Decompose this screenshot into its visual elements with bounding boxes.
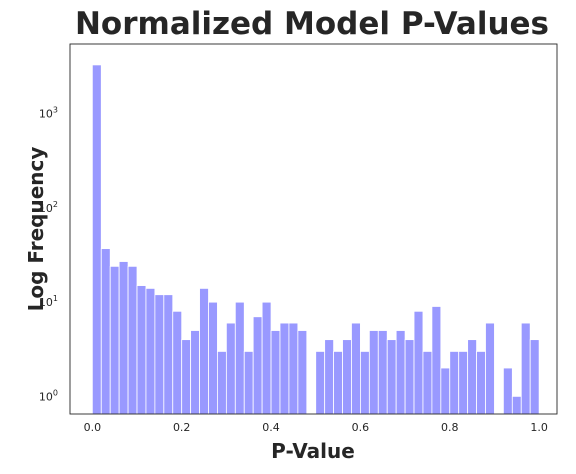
histogram-bar	[422, 351, 433, 415]
histogram-bar	[511, 395, 522, 415]
x-tick-label: 0.8	[441, 421, 459, 434]
chart-title: Normalized Model P-Values	[75, 6, 549, 42]
histogram-bar	[395, 330, 406, 415]
histogram-bar	[485, 322, 495, 415]
histogram-bar	[127, 265, 138, 415]
histogram-bar	[467, 339, 477, 415]
histogram-bar	[377, 330, 388, 415]
histogram-bar	[252, 316, 263, 415]
y-tick-label: 101	[39, 294, 58, 309]
histogram-bar	[100, 248, 111, 415]
histogram-bar	[109, 265, 120, 415]
histogram-bar	[315, 351, 326, 415]
histogram-bar	[243, 351, 254, 415]
histogram-bar	[324, 339, 335, 415]
histogram-bar	[225, 322, 236, 415]
histogram-bar	[136, 285, 147, 415]
histogram-bar	[404, 339, 415, 415]
histogram-bar	[270, 330, 281, 415]
histogram-bar	[342, 339, 352, 415]
histogram-bar	[297, 330, 308, 415]
histogram-bar	[208, 301, 218, 415]
histogram-bar	[261, 301, 272, 415]
y-tick-label: 102	[39, 200, 58, 215]
histogram-bar	[351, 322, 361, 415]
histogram-bar	[413, 310, 424, 415]
histogram-bar	[529, 339, 540, 415]
histogram-bar	[279, 322, 290, 415]
histogram-bar	[449, 351, 460, 415]
histogram-bar	[234, 301, 245, 415]
histogram-bar	[181, 339, 192, 415]
histogram-bar	[217, 351, 227, 415]
histogram-bar	[431, 306, 442, 415]
x-tick-label: 0.6	[352, 421, 370, 434]
x-tick-label: 1.0	[530, 421, 548, 434]
histogram-bar	[118, 261, 129, 415]
histogram-bar	[458, 351, 469, 415]
x-tick-label: 0.2	[173, 421, 191, 434]
histogram-bar	[172, 310, 183, 415]
histogram-bar	[520, 322, 531, 415]
histogram-bar	[288, 322, 299, 415]
histogram-bar	[145, 287, 156, 415]
x-tick-label: 0.0	[84, 421, 102, 434]
histogram-bar	[476, 351, 486, 415]
x-axis-label: P-Value	[271, 439, 355, 463]
histogram-bar	[502, 367, 513, 415]
histogram-bar	[360, 351, 370, 415]
y-axis-label: Log Frequency	[24, 147, 48, 312]
y-tick-label: 103	[39, 106, 58, 121]
histogram-bar	[91, 64, 102, 415]
x-tick-label: 0.4	[262, 421, 280, 434]
histogram-bar	[163, 294, 174, 415]
histogram-bar	[440, 367, 451, 415]
plot-area-frame	[69, 43, 558, 415]
y-tick-label: 100	[39, 388, 58, 403]
x-axis: 0.0 0.2 0.4 0.6 0.8 1.0	[84, 421, 548, 434]
histogram-bar	[190, 330, 200, 415]
y-axis: 100 101 102 103	[39, 106, 58, 404]
bars-layer	[91, 64, 540, 415]
histogram-bar	[199, 287, 209, 415]
histogram-bar	[386, 339, 397, 415]
histogram-bar	[333, 351, 343, 415]
histogram-bar	[368, 330, 379, 415]
histogram-bar	[154, 294, 165, 415]
